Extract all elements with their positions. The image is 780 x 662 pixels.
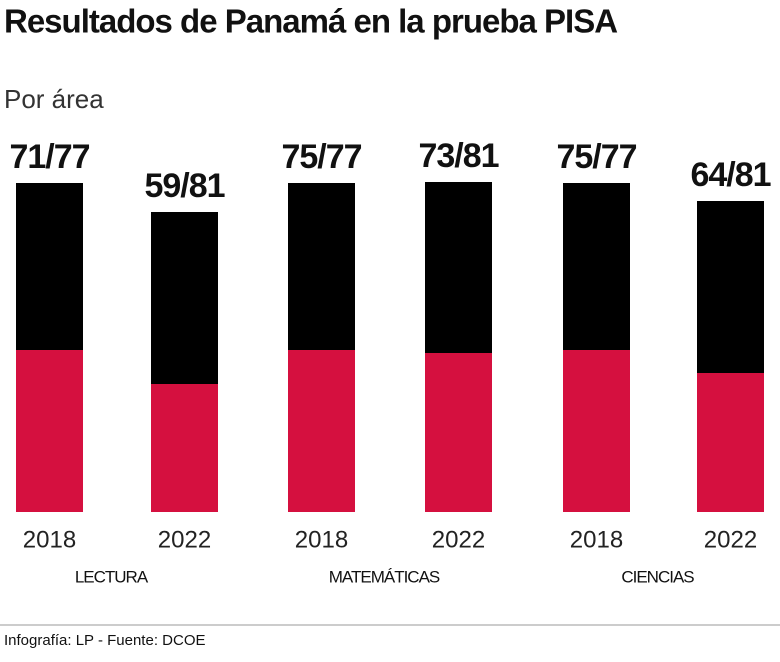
title: Resultados de Panamá en la prueba PISA [4,3,617,40]
bar-label: 73/81 [418,137,498,175]
subtitle: Por área [4,84,104,114]
bar-top [697,201,764,373]
bar-top [151,212,218,384]
bar-label: 75/77 [556,138,636,176]
footer: Infografía: LP - Fuente: DCOE [4,632,206,649]
year-label: 2022 [432,526,485,553]
bar-top [288,183,355,350]
bar-label: 71/77 [9,138,89,176]
bar-top [16,183,83,350]
year-label: 2018 [570,526,623,553]
area-label: LECTURA [75,567,149,586]
bar-bottom [151,384,218,512]
area-label: CIENCIAS [621,567,694,586]
year-label: 2018 [23,526,76,553]
year-label: 2022 [158,526,211,553]
bar-bottom [697,373,764,512]
bar-bottom [563,350,630,512]
bar-top [425,182,492,353]
bar-label: 75/77 [281,138,361,176]
area-label: MATEMÁTICAS [329,567,440,586]
bar-bottom [288,350,355,512]
year-label: 2018 [295,526,348,553]
bar-label: 64/81 [690,156,770,194]
year-label: 2022 [704,526,757,553]
bar-top [563,183,630,350]
bar-bottom [425,353,492,512]
bar-bottom [16,350,83,512]
bar-label: 59/81 [144,167,224,205]
